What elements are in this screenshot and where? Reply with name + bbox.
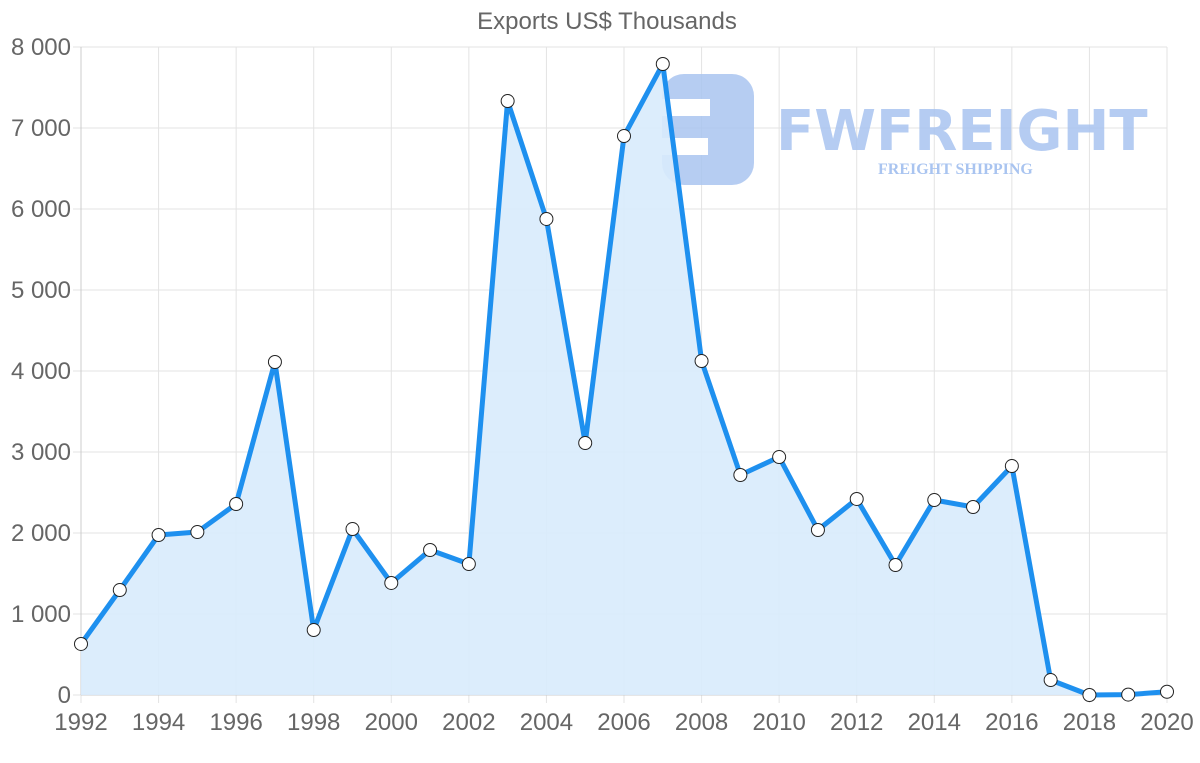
- x-tick-label: 2020: [1140, 709, 1193, 736]
- x-tick-label: 2010: [752, 709, 805, 736]
- x-tick-label: 2002: [442, 709, 495, 736]
- data-point-2002[interactable]: [461, 557, 476, 572]
- x-axis-ticks: 1992 1994 1996 1998 2000 2002 2004 2006 2008 2010…: [54, 709, 1193, 736]
- data-point-2017[interactable]: [1043, 673, 1058, 688]
- data-point-2010[interactable]: [772, 450, 787, 465]
- watermark-brand: FWFREIGHT: [776, 99, 1148, 164]
- data-point-2020[interactable]: [1160, 684, 1174, 699]
- x-tick-label: 2018: [1063, 709, 1116, 736]
- y-tick-label: 6 000: [11, 196, 71, 223]
- y-tick-label: 1 000: [11, 601, 71, 628]
- data-point-2005[interactable]: [578, 436, 593, 451]
- x-tick-label: 1992: [54, 709, 107, 736]
- fwfreight-logo-icon: [662, 74, 754, 185]
- y-tick-label: 5 000: [11, 277, 71, 304]
- data-point-1997[interactable]: [267, 355, 282, 370]
- y-tick-label: 7 000: [11, 115, 71, 142]
- fwfreight-watermark: FWFREIGHT FREIGHT SHIPPING: [662, 74, 1148, 185]
- data-point-1992[interactable]: [74, 636, 88, 651]
- x-tick-label: 2014: [908, 709, 961, 736]
- data-point-2007[interactable]: [655, 57, 670, 72]
- data-point-1999[interactable]: [345, 522, 360, 537]
- chart-title: Exports US$ Thousands: [477, 8, 737, 35]
- data-point-1996[interactable]: [229, 497, 244, 512]
- data-point-2001[interactable]: [423, 543, 438, 558]
- x-tick-label: 2004: [520, 709, 573, 736]
- y-tick-label: 3 000: [11, 439, 71, 466]
- data-point-1993[interactable]: [112, 583, 127, 598]
- x-tick-label: 2016: [985, 709, 1038, 736]
- data-point-1995[interactable]: [190, 525, 205, 540]
- x-tick-label: 1996: [209, 709, 262, 736]
- y-tick-label: 4 000: [11, 358, 71, 385]
- x-tick-label: 2008: [675, 709, 728, 736]
- x-tick-label: 2012: [830, 709, 883, 736]
- y-tick-label: 8 000: [11, 34, 71, 61]
- data-point-2008[interactable]: [694, 354, 709, 369]
- data-point-2000[interactable]: [384, 575, 399, 590]
- data-point-2003[interactable]: [500, 94, 515, 109]
- data-point-2018[interactable]: [1082, 688, 1097, 702]
- data-point-2011[interactable]: [810, 523, 825, 538]
- data-point-1998[interactable]: [306, 623, 321, 638]
- y-axis-ticks: 0 1 000 2 000 3 000 4 000 5 000 6 000 7 000 8 00…: [11, 34, 71, 709]
- data-point-2006[interactable]: [617, 129, 631, 144]
- data-point-2013[interactable]: [888, 557, 903, 572]
- y-tick-label: 2 000: [11, 520, 71, 547]
- watermark-tagline: FREIGHT SHIPPING: [878, 161, 1033, 178]
- data-points: [74, 57, 1174, 702]
- data-point-2009[interactable]: [733, 468, 748, 483]
- data-point-1994[interactable]: [151, 528, 166, 543]
- data-point-2004[interactable]: [539, 211, 554, 226]
- x-tick-label: 2000: [365, 709, 418, 736]
- data-point-2016[interactable]: [1004, 459, 1019, 474]
- data-point-2015[interactable]: [966, 499, 981, 514]
- x-tick-label: 2006: [597, 709, 650, 736]
- area-fill: [81, 64, 1167, 695]
- data-point-2014[interactable]: [927, 493, 942, 508]
- x-tick-label: 1998: [287, 709, 340, 736]
- y-tick-label: 0: [58, 682, 71, 709]
- data-point-2019[interactable]: [1121, 687, 1136, 702]
- data-point-2012[interactable]: [849, 491, 864, 506]
- x-tick-label: 1994: [132, 709, 185, 736]
